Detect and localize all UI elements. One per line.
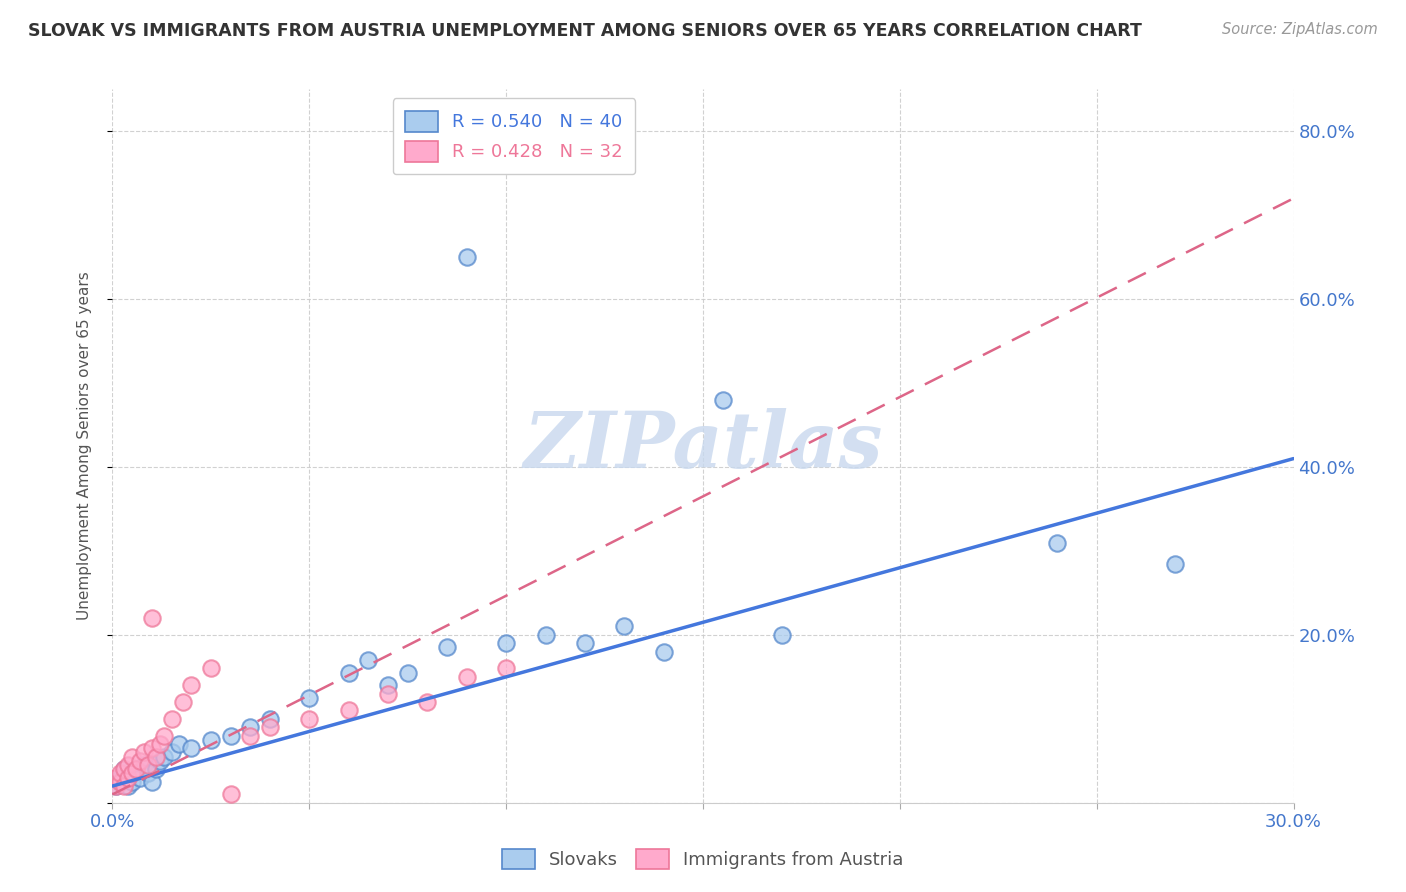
Point: [200, 732, 222, 747]
Point: [652, 645, 675, 659]
Point: [160, 746, 183, 760]
Point: [456, 250, 478, 264]
Point: [770, 628, 793, 642]
Point: [377, 687, 399, 701]
Point: [357, 653, 380, 667]
Point: [145, 762, 167, 776]
Point: [105, 771, 128, 785]
Legend: Slovaks, Immigrants from Austria: Slovaks, Immigrants from Austria: [494, 839, 912, 879]
Point: [129, 754, 152, 768]
Point: [132, 758, 155, 772]
Point: [136, 758, 159, 772]
Point: [121, 749, 143, 764]
Point: [152, 729, 174, 743]
Point: [259, 720, 281, 734]
Point: [495, 661, 517, 675]
Text: SLOVAK VS IMMIGRANTS FROM AUSTRIA UNEMPLOYMENT AMONG SENIORS OVER 65 YEARS CORRE: SLOVAK VS IMMIGRANTS FROM AUSTRIA UNEMPL…: [28, 22, 1142, 40]
Point: [169, 737, 191, 751]
Point: [456, 670, 478, 684]
Point: [534, 628, 557, 642]
Point: [112, 762, 135, 776]
Point: [298, 690, 321, 705]
Point: [112, 762, 135, 776]
Point: [1046, 535, 1069, 549]
Point: [121, 766, 143, 780]
Point: [219, 788, 242, 802]
Point: [1164, 557, 1187, 571]
Point: [239, 729, 262, 743]
Point: [136, 766, 159, 780]
Point: [110, 774, 132, 789]
Point: [298, 712, 321, 726]
Point: [141, 611, 163, 625]
Point: [149, 754, 172, 768]
Point: [436, 640, 458, 655]
Point: [141, 774, 163, 789]
Y-axis label: Unemployment Among Seniors over 65 years: Unemployment Among Seniors over 65 years: [77, 272, 91, 620]
Point: [337, 665, 360, 680]
Point: [711, 392, 734, 407]
Point: [117, 779, 139, 793]
Point: [112, 779, 135, 793]
Point: [180, 678, 202, 692]
Point: [239, 720, 262, 734]
Point: [117, 771, 139, 785]
Point: [145, 749, 167, 764]
Point: [117, 771, 139, 785]
Point: [110, 766, 132, 780]
Point: [117, 758, 139, 772]
Point: [105, 779, 128, 793]
Legend: R = 0.540   N = 40, R = 0.428   N = 32: R = 0.540 N = 40, R = 0.428 N = 32: [392, 98, 636, 174]
Point: [574, 636, 596, 650]
Point: [377, 678, 399, 692]
Point: [219, 729, 242, 743]
Point: [180, 741, 202, 756]
Point: [152, 749, 174, 764]
Point: [200, 661, 222, 675]
Point: [125, 762, 148, 776]
Point: [149, 737, 172, 751]
Point: [132, 746, 155, 760]
Point: [121, 774, 143, 789]
Point: [110, 771, 132, 785]
Point: [125, 762, 148, 776]
Point: [110, 774, 132, 789]
Point: [121, 766, 143, 780]
Point: [613, 619, 636, 633]
Text: Source: ZipAtlas.com: Source: ZipAtlas.com: [1222, 22, 1378, 37]
Point: [160, 712, 183, 726]
Point: [141, 741, 163, 756]
Point: [396, 665, 419, 680]
Point: [495, 636, 517, 650]
Point: [337, 703, 360, 717]
Text: ZIPatlas: ZIPatlas: [523, 408, 883, 484]
Point: [259, 712, 281, 726]
Point: [416, 695, 439, 709]
Point: [129, 771, 152, 785]
Point: [105, 779, 128, 793]
Point: [172, 695, 194, 709]
Point: [112, 766, 135, 780]
